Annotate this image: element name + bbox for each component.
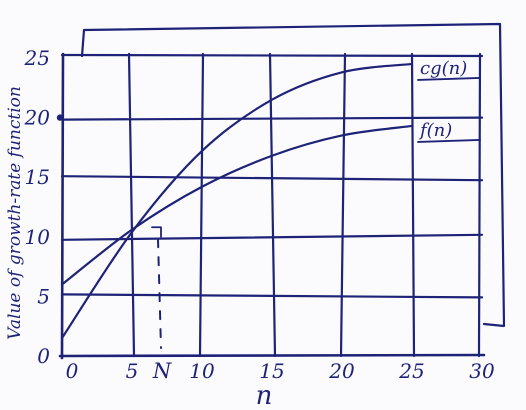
axis-labels: cg(n) f(n) Nn Value of growth-rate function [5, 58, 481, 410]
grid-line-vertical [268, 52, 277, 358]
series-label-0: cg(n) [420, 58, 467, 79]
y-tick-label: 10 [25, 225, 51, 249]
marker-tick [151, 226, 162, 238]
grid-line-horizontal [60, 233, 484, 241]
x-tick-label: 25 [398, 359, 424, 383]
grid-line-horizontal [60, 116, 484, 121]
grid-lines [60, 52, 484, 358]
series-label-underline-0 [417, 77, 481, 81]
n-marker [151, 226, 162, 349]
y-tick-label: 15 [25, 165, 50, 189]
x-axis-label: n [256, 381, 273, 410]
x-tick-label: 10 [189, 359, 215, 383]
x-axis-line [58, 353, 486, 358]
y-tick-label: 20 [24, 106, 51, 130]
y-axis-line [60, 52, 65, 360]
x-tick-label: 20 [328, 359, 355, 383]
x-tick-label: 30 [469, 359, 495, 383]
grid-line-horizontal [60, 293, 484, 299]
marker-label: N [152, 359, 172, 383]
marker-dashed-line [157, 238, 162, 349]
series-label-underline-1 [417, 139, 481, 143]
series-label-1: f(n) [418, 120, 452, 141]
y-axis-label: Value of growth-rate function [5, 86, 25, 340]
grid-line-horizontal [60, 175, 484, 182]
y-tick-label: 25 [24, 46, 50, 70]
grid-line-horizontal [60, 53, 484, 58]
tick-labels: 0 5 10 15 20 25 30 0 5 10 15 20 25 [24, 46, 495, 383]
y-tick-label: 0 [37, 344, 50, 368]
y-tick-label: 5 [37, 284, 50, 308]
series-curves [60, 62, 414, 340]
x-tick-label: 5 [126, 359, 139, 383]
grid-line-vertical [477, 52, 482, 358]
grid-line-vertical [198, 52, 205, 358]
x-tick-label: 15 [259, 359, 284, 383]
grid-line-vertical [339, 52, 347, 358]
series-line-0 [60, 62, 414, 340]
series-line-1 [60, 124, 414, 286]
x-tick-label: 0 [66, 359, 79, 383]
grid-line-vertical [127, 52, 136, 358]
frame-offset-border [80, 22, 506, 328]
grid-line-vertical [410, 52, 416, 358]
